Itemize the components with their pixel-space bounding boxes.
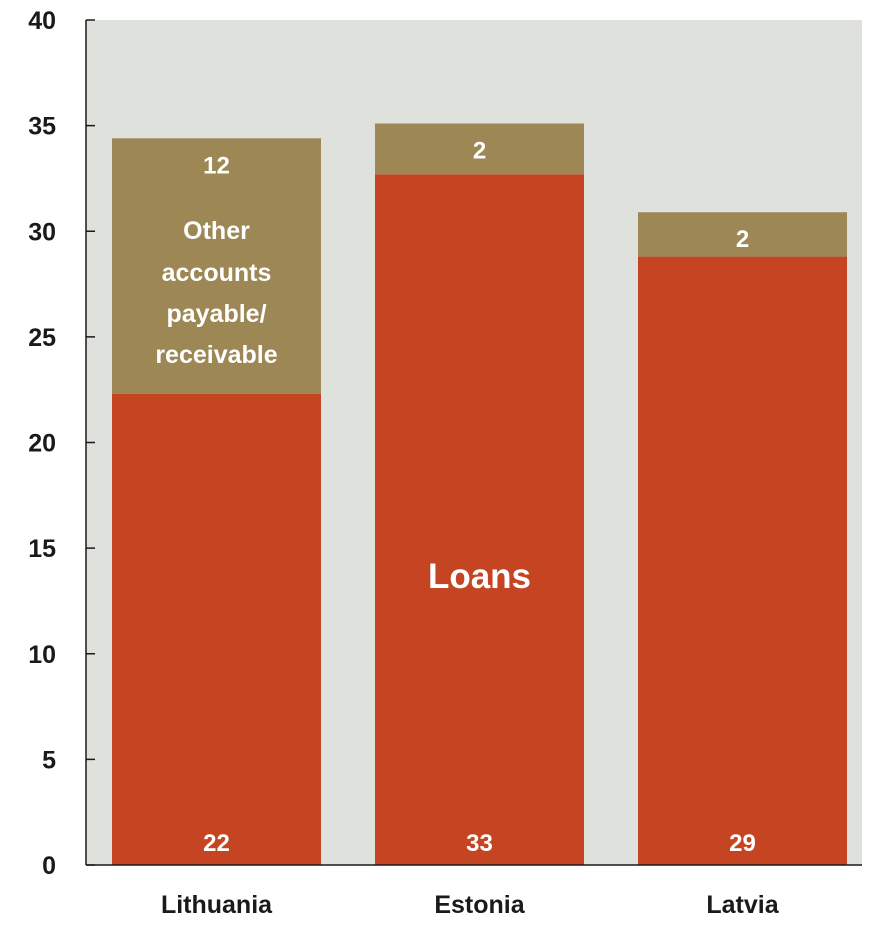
value-label-other: 12 (203, 152, 230, 179)
x-category-label: Latvia (706, 891, 779, 919)
bar-loans-estonia (375, 174, 584, 865)
value-label-other: 2 (473, 138, 486, 165)
labels-layer: 22 12 33 2 29 2 Other accounts payable/receivabl… (155, 138, 756, 857)
annotation-loans: Loans (428, 557, 531, 596)
bar-loans-latvia (638, 256, 847, 866)
y-tick-label: 10 (28, 641, 56, 669)
bar-other-latvia (638, 212, 847, 257)
value-label-loans: 33 (466, 830, 493, 857)
value-label-other: 2 (736, 226, 749, 253)
y-tick-label: 40 (28, 7, 56, 35)
y-tick-label: 0 (42, 852, 56, 880)
annotation-other-line: payable/ (166, 300, 266, 328)
annotation-other-line: Other (183, 217, 250, 245)
y-tick-label: 25 (28, 324, 56, 352)
x-axis-categories: Lithuania Estonia Latvia (161, 891, 780, 919)
y-tick-label: 35 (28, 113, 56, 141)
value-label-loans: 29 (729, 830, 756, 857)
annotation-other-line: receivable (155, 341, 277, 369)
y-tick-label: 20 (28, 430, 56, 458)
bar-other-lithuania (112, 138, 321, 394)
x-category-label: Estonia (434, 891, 525, 919)
bar-other-estonia (375, 123, 584, 175)
value-label-loans: 22 (203, 830, 230, 857)
y-tick-label: 30 (28, 218, 56, 246)
bars-layer (112, 123, 847, 866)
y-tick-label: 5 (42, 746, 56, 774)
y-tick-label: 15 (28, 535, 56, 563)
x-category-label: Lithuania (161, 891, 273, 919)
annotation-other-line: accounts (162, 259, 272, 287)
y-axis-ticks: 0 5 10 15 20 25 30 35 40 (28, 7, 95, 880)
bar-loans-lithuania (112, 393, 321, 865)
